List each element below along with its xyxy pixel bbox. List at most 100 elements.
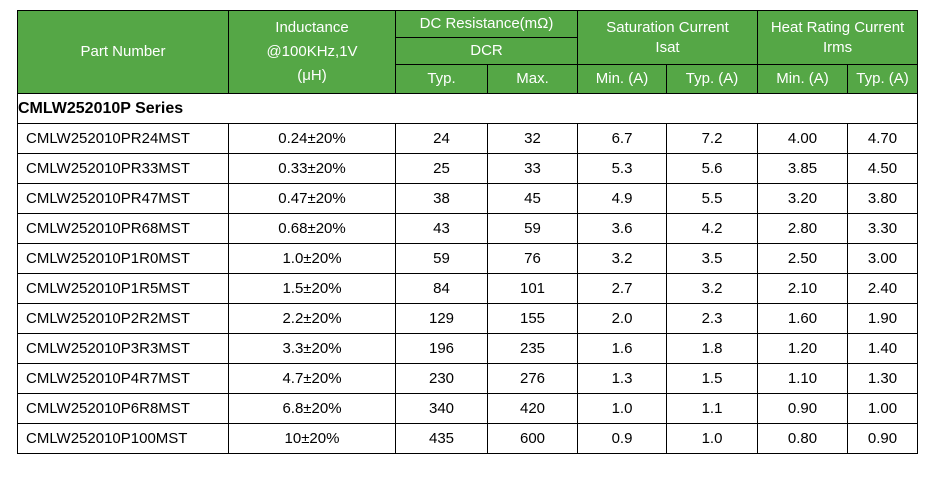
cell-dcr-max: 276 <box>486 363 579 394</box>
col-header-inductance: Inductance @100KHz,1V (μH) <box>228 10 396 94</box>
cell-isat-typ: 7.2 <box>666 123 759 154</box>
col-header-heat-rating-current: Heat Rating Current Irms <box>757 10 919 65</box>
col-header-saturation-current: Saturation Current Isat <box>577 10 759 65</box>
cell-dcr-max: 600 <box>486 423 579 454</box>
cell-dcr-typ: 196 <box>395 333 488 364</box>
cell-irms-min: 2.10 <box>757 273 849 304</box>
cell-isat-min: 1.3 <box>577 363 668 394</box>
cell-isat-min: 3.6 <box>577 213 668 244</box>
cell-dcr-max: 45 <box>486 183 579 214</box>
cell-inductance: 0.24±20% <box>228 123 396 154</box>
col-header-isat-typ: Typ. (A) <box>666 64 759 94</box>
table-row: CMLW252010P2R2MST 2.2±20% 129 155 2.0 2.3 1.60… <box>17 303 919 334</box>
cell-dcr-max: 155 <box>486 303 579 334</box>
cell-part-number: CMLW252010PR68MST <box>17 213 229 244</box>
cell-inductance: 1.0±20% <box>228 243 396 274</box>
cell-isat-typ: 3.5 <box>666 243 759 274</box>
table-row: CMLW252010P6R8MST 6.8±20% 340 420 1.0 1.1 0.90… <box>17 393 919 424</box>
cell-dcr-typ: 38 <box>395 183 488 214</box>
cell-part-number: CMLW252010PR24MST <box>17 123 229 154</box>
col-header-irms-min: Min. (A) <box>757 64 849 94</box>
col-header-dcr-typ: Typ. <box>395 64 488 94</box>
cell-inductance: 2.2±20% <box>228 303 396 334</box>
heat-rating-label: Heat Rating Current <box>770 18 905 36</box>
spec-table: Part Number Inductance @100KHz,1V (μH) D… <box>16 10 919 454</box>
cell-irms-min: 3.20 <box>757 183 849 214</box>
cell-isat-min: 3.2 <box>577 243 668 274</box>
cell-irms-typ: 3.30 <box>847 213 919 244</box>
cell-isat-min: 0.9 <box>577 423 668 454</box>
cell-dcr-max: 33 <box>486 153 579 184</box>
cell-part-number: CMLW252010P1R5MST <box>17 273 229 304</box>
cell-isat-typ: 4.2 <box>666 213 759 244</box>
cell-irms-min: 1.10 <box>757 363 849 394</box>
cell-irms-typ: 2.40 <box>847 273 919 304</box>
cell-dcr-typ: 25 <box>395 153 488 184</box>
cell-irms-min: 2.50 <box>757 243 849 274</box>
cell-inductance: 4.7±20% <box>228 363 396 394</box>
table-row: CMLW252010P1R0MST 1.0±20% 59 76 3.2 3.5 2.50 3.… <box>17 243 919 274</box>
cell-dcr-max: 235 <box>486 333 579 364</box>
cell-irms-min: 0.80 <box>757 423 849 454</box>
cell-irms-typ: 4.50 <box>847 153 919 184</box>
inductance-condition: @100KHz,1V <box>266 43 358 60</box>
saturation-label: Saturation Current <box>606 18 729 36</box>
cell-isat-typ: 1.1 <box>666 393 759 424</box>
cell-inductance: 3.3±20% <box>228 333 396 364</box>
cell-isat-min: 1.6 <box>577 333 668 364</box>
col-header-part-number: Part Number <box>17 10 229 94</box>
cell-irms-typ: 3.00 <box>847 243 919 274</box>
table-body: CMLW252010PR24MST 0.24±20% 24 32 6.7 7.2 4.00 4… <box>17 123 919 454</box>
cell-isat-typ: 2.3 <box>666 303 759 334</box>
cell-part-number: CMLW252010P2R2MST <box>17 303 229 334</box>
series-title: CMLW252010P Series <box>16 93 919 124</box>
table-row: CMLW252010P3R3MST 3.3±20% 196 235 1.6 1.8 1.20… <box>17 333 919 364</box>
cell-isat-min: 4.9 <box>577 183 668 214</box>
cell-inductance: 6.8±20% <box>228 393 396 424</box>
cell-irms-typ: 1.00 <box>847 393 919 424</box>
table-row: CMLW252010PR24MST 0.24±20% 24 32 6.7 7.2 4.00 4… <box>17 123 919 154</box>
cell-irms-typ: 4.70 <box>847 123 919 154</box>
col-header-irms-typ: Typ. (A) <box>847 64 919 94</box>
cell-inductance: 0.68±20% <box>228 213 396 244</box>
cell-isat-typ: 1.8 <box>666 333 759 364</box>
cell-dcr-typ: 340 <box>395 393 488 424</box>
table-row: CMLW252010PR33MST 0.33±20% 25 33 5.3 5.6 3.85 4… <box>17 153 919 184</box>
heat-rating-symbol: Irms <box>822 38 853 56</box>
cell-isat-min: 1.0 <box>577 393 668 424</box>
cell-isat-typ: 1.5 <box>666 363 759 394</box>
cell-dcr-max: 59 <box>486 213 579 244</box>
table-header: Part Number Inductance @100KHz,1V (μH) D… <box>17 10 919 94</box>
cell-isat-min: 2.0 <box>577 303 668 334</box>
saturation-symbol: Isat <box>655 38 680 56</box>
cell-dcr-typ: 129 <box>395 303 488 334</box>
cell-irms-min: 1.60 <box>757 303 849 334</box>
cell-irms-typ: 1.90 <box>847 303 919 334</box>
cell-dcr-max: 76 <box>486 243 579 274</box>
table-row: CMLW252010P4R7MST 4.7±20% 230 276 1.3 1.5 1.10… <box>17 363 919 394</box>
col-header-isat-min: Min. (A) <box>577 64 668 94</box>
cell-dcr-typ: 435 <box>395 423 488 454</box>
cell-inductance: 10±20% <box>228 423 396 454</box>
cell-irms-min: 4.00 <box>757 123 849 154</box>
cell-isat-typ: 1.0 <box>666 423 759 454</box>
cell-isat-min: 2.7 <box>577 273 668 304</box>
cell-dcr-typ: 84 <box>395 273 488 304</box>
col-header-dcr: DCR <box>394 37 579 65</box>
cell-isat-typ: 5.5 <box>666 183 759 214</box>
cell-dcr-max: 420 <box>486 393 579 424</box>
cell-isat-typ: 5.6 <box>666 153 759 184</box>
cell-part-number: CMLW252010P3R3MST <box>17 333 229 364</box>
cell-dcr-max: 32 <box>486 123 579 154</box>
cell-isat-typ: 3.2 <box>666 273 759 304</box>
cell-inductance: 1.5±20% <box>228 273 396 304</box>
cell-irms-min: 2.80 <box>757 213 849 244</box>
cell-part-number: CMLW252010P4R7MST <box>17 363 229 394</box>
cell-irms-min: 3.85 <box>757 153 849 184</box>
col-header-dcr-max: Max. <box>486 64 579 94</box>
table-row: CMLW252010P1R5MST 1.5±20% 84 101 2.7 3.2 2.10 2… <box>17 273 919 304</box>
cell-irms-min: 0.90 <box>757 393 849 424</box>
cell-dcr-typ: 24 <box>395 123 488 154</box>
table-row: CMLW252010P100MST 10±20% 435 600 0.9 1.0 0.80 0… <box>17 423 919 454</box>
cell-part-number: CMLW252010P100MST <box>17 423 229 454</box>
